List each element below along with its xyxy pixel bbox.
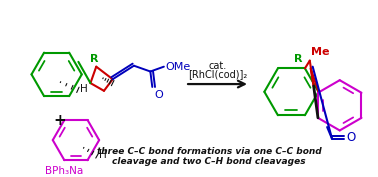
Text: O: O — [154, 90, 163, 100]
Text: R: R — [294, 54, 302, 64]
Text: O: O — [347, 131, 356, 144]
Text: three C–C bond formations via one C–C bond: three C–C bond formations via one C–C bo… — [97, 147, 322, 156]
Text: +: + — [53, 113, 66, 128]
Text: H: H — [99, 150, 107, 160]
Text: OMe: OMe — [166, 62, 191, 72]
Text: H: H — [80, 84, 88, 94]
Text: R: R — [90, 54, 99, 64]
Text: Me: Me — [311, 47, 329, 57]
Text: [RhCl(cod)]₂: [RhCl(cod)]₂ — [188, 69, 247, 79]
Text: cleavage and two C–H bond cleavages: cleavage and two C–H bond cleavages — [113, 157, 306, 166]
Text: cat.: cat. — [208, 61, 227, 70]
Text: BPh₃Na: BPh₃Na — [45, 166, 84, 176]
